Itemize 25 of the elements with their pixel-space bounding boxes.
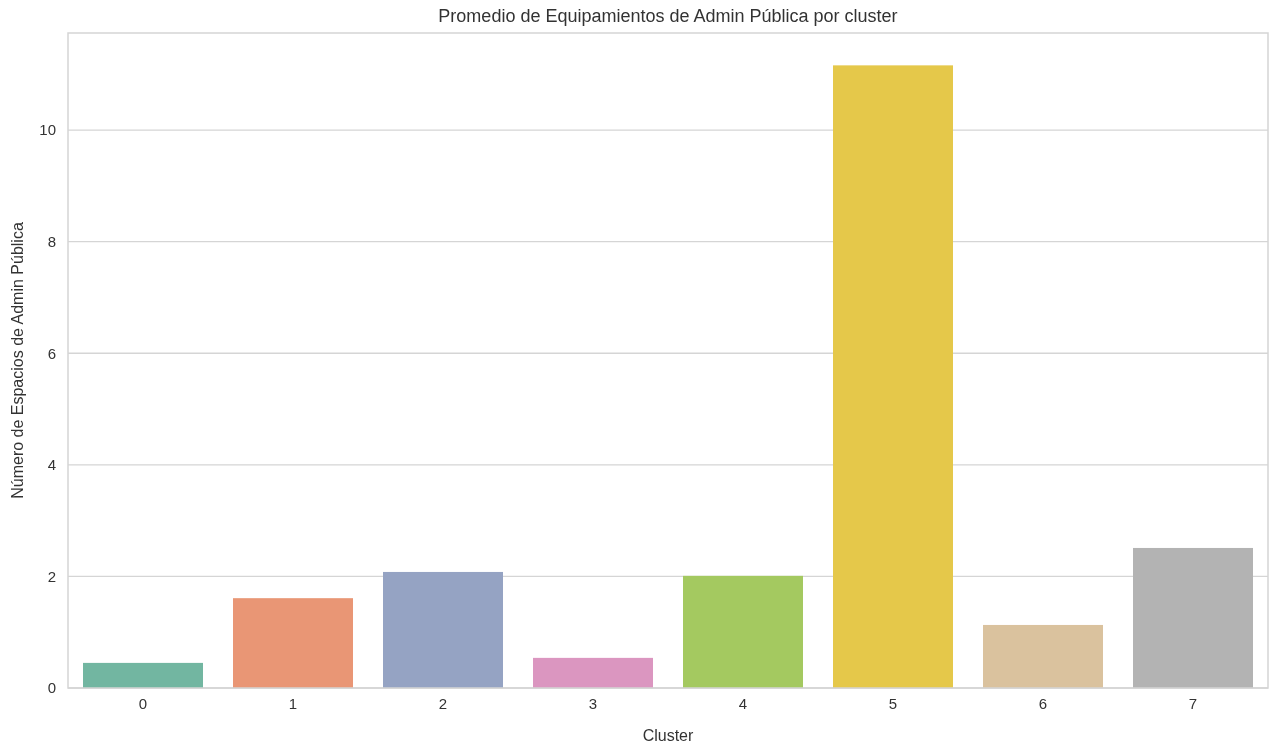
x-axis-title: Cluster xyxy=(642,727,695,744)
x-tick-label: 0 xyxy=(138,694,148,712)
bar xyxy=(533,657,653,688)
x-tick-label: 5 xyxy=(888,694,898,712)
bar xyxy=(683,575,803,688)
x-tick-label: 7 xyxy=(1188,694,1198,712)
bar xyxy=(983,624,1103,688)
bar xyxy=(83,662,203,688)
y-tick-label: 4 xyxy=(47,456,56,474)
bar xyxy=(1133,547,1253,688)
x-tick-label: 6 xyxy=(1038,694,1048,712)
y-tick-label: 10 xyxy=(39,121,56,139)
x-tick-label: 4 xyxy=(738,694,748,712)
y-tick-label: 8 xyxy=(47,232,56,250)
x-tick-label: 3 xyxy=(588,694,598,712)
y-tick-label: 0 xyxy=(47,679,56,697)
x-tick-label: 1 xyxy=(288,694,298,712)
y-axis-title: Número de Espacios de Admin Pública xyxy=(9,222,26,499)
y-tick-label: 6 xyxy=(47,344,56,362)
chart-title: Promedio de Equipamientos de Admin Pública por cluster xyxy=(438,6,898,26)
bar xyxy=(383,571,503,688)
y-tick-label: 2 xyxy=(47,567,56,585)
bar xyxy=(833,65,953,688)
bar xyxy=(233,598,353,688)
x-tick-label: 2 xyxy=(438,694,448,712)
